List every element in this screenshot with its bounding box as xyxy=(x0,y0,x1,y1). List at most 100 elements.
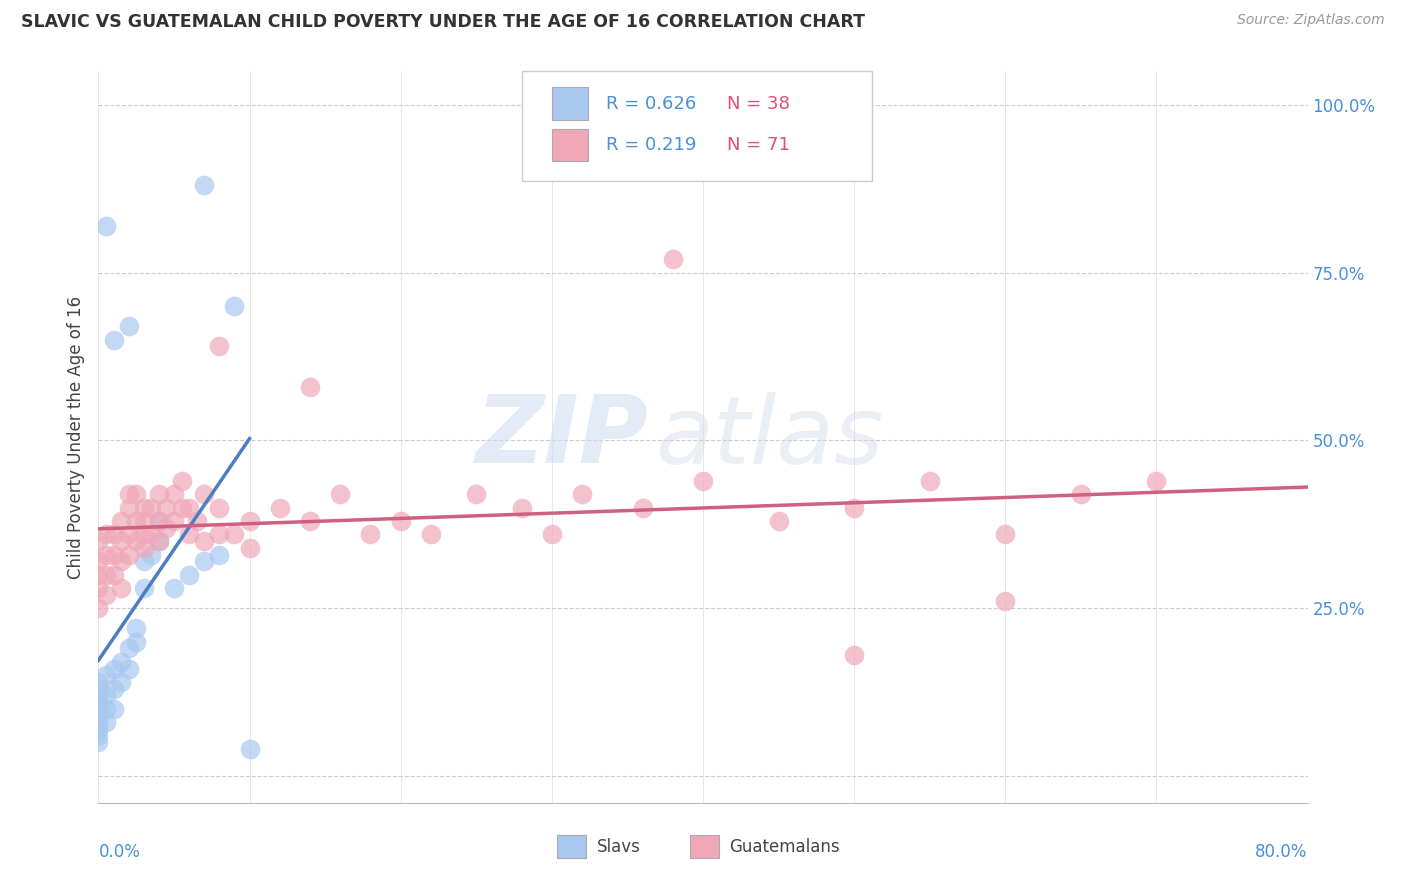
Point xyxy=(132,554,155,568)
Point xyxy=(193,487,215,501)
Point xyxy=(141,548,163,562)
FancyBboxPatch shape xyxy=(690,835,718,858)
Point xyxy=(239,541,262,555)
Text: N = 71: N = 71 xyxy=(727,136,790,154)
Point xyxy=(692,474,714,488)
Point xyxy=(661,252,683,267)
Point xyxy=(94,588,117,602)
Point xyxy=(87,708,110,723)
Point xyxy=(148,514,170,528)
Text: atlas: atlas xyxy=(655,392,883,483)
Point xyxy=(94,527,117,541)
Point xyxy=(125,487,148,501)
Point xyxy=(94,567,117,582)
Point xyxy=(87,675,110,690)
Point xyxy=(87,534,110,549)
Point xyxy=(118,641,141,656)
Point xyxy=(87,581,110,595)
Point xyxy=(103,548,125,562)
Point xyxy=(155,500,177,515)
Point xyxy=(918,474,941,488)
Point xyxy=(132,500,155,515)
Point xyxy=(103,567,125,582)
Point xyxy=(208,527,231,541)
Point xyxy=(141,500,163,515)
Point xyxy=(94,219,117,233)
Text: ZIP: ZIP xyxy=(475,391,648,483)
Point xyxy=(148,514,170,528)
Point xyxy=(94,668,117,682)
FancyBboxPatch shape xyxy=(551,87,588,120)
Point xyxy=(132,581,155,595)
Point xyxy=(224,299,246,313)
Point xyxy=(103,662,125,676)
FancyBboxPatch shape xyxy=(522,71,872,181)
Point xyxy=(87,735,110,749)
FancyBboxPatch shape xyxy=(551,129,588,161)
Point xyxy=(110,554,132,568)
Text: N = 38: N = 38 xyxy=(727,95,790,112)
Point xyxy=(118,662,141,676)
Point xyxy=(163,514,186,528)
Point xyxy=(299,380,322,394)
Point xyxy=(299,514,322,528)
Point xyxy=(148,487,170,501)
Point xyxy=(208,339,231,353)
Point xyxy=(103,527,125,541)
Point xyxy=(994,527,1017,541)
Y-axis label: Child Poverty Under the Age of 16: Child Poverty Under the Age of 16 xyxy=(66,295,84,579)
Point xyxy=(87,722,110,736)
Point xyxy=(844,500,866,515)
Text: Slavs: Slavs xyxy=(596,838,641,855)
Point xyxy=(631,500,654,515)
Point xyxy=(155,521,177,535)
Point xyxy=(132,514,155,528)
Point xyxy=(571,487,593,501)
Point xyxy=(269,500,291,515)
Point xyxy=(163,487,186,501)
Point xyxy=(87,702,110,716)
Text: SLAVIC VS GUATEMALAN CHILD POVERTY UNDER THE AGE OF 16 CORRELATION CHART: SLAVIC VS GUATEMALAN CHILD POVERTY UNDER… xyxy=(21,13,865,31)
Point xyxy=(163,581,186,595)
Text: Guatemalans: Guatemalans xyxy=(730,838,841,855)
Point xyxy=(540,527,562,541)
Text: 80.0%: 80.0% xyxy=(1256,843,1308,861)
Point xyxy=(87,567,110,582)
Point xyxy=(118,487,141,501)
Point xyxy=(118,527,141,541)
Point xyxy=(148,534,170,549)
FancyBboxPatch shape xyxy=(557,835,586,858)
Point xyxy=(179,527,201,541)
Point xyxy=(170,474,193,488)
Point xyxy=(186,514,208,528)
Text: R = 0.626: R = 0.626 xyxy=(606,95,696,112)
Point xyxy=(87,715,110,730)
Point xyxy=(141,527,163,541)
Point xyxy=(110,675,132,690)
Point xyxy=(193,178,215,193)
Point xyxy=(239,742,262,756)
Point xyxy=(110,534,132,549)
Point xyxy=(87,729,110,743)
Point xyxy=(844,648,866,662)
Point xyxy=(389,514,412,528)
Point xyxy=(87,689,110,703)
Point xyxy=(510,500,533,515)
Point xyxy=(148,534,170,549)
Point xyxy=(420,527,443,541)
Point xyxy=(103,702,125,716)
Point xyxy=(179,567,201,582)
Point xyxy=(125,634,148,648)
Point xyxy=(465,487,488,501)
Point xyxy=(193,554,215,568)
Point xyxy=(208,548,231,562)
Text: R = 0.219: R = 0.219 xyxy=(606,136,696,154)
Point xyxy=(87,681,110,696)
Text: Source: ZipAtlas.com: Source: ZipAtlas.com xyxy=(1237,13,1385,28)
Point xyxy=(239,514,262,528)
Point xyxy=(87,695,110,709)
Point xyxy=(224,527,246,541)
Point xyxy=(94,702,117,716)
Point xyxy=(94,689,117,703)
Point xyxy=(208,500,231,515)
